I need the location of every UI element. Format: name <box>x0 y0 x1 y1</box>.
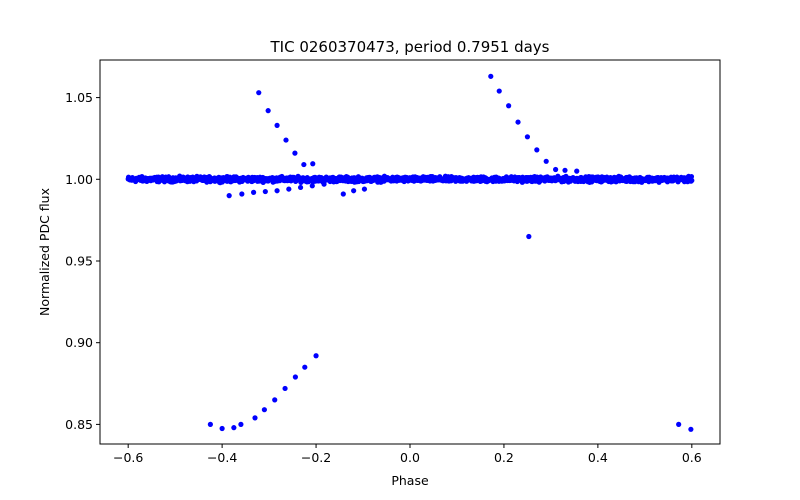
outlier-point <box>301 161 307 168</box>
outlier-point <box>321 181 327 187</box>
outlier-point <box>496 88 502 94</box>
chart-title: TIC 0260370473, period 0.7951 days <box>269 38 549 56</box>
outlier-point <box>488 73 494 79</box>
y-axis-label: Normalized PDC flux <box>37 188 52 316</box>
outlier-point <box>265 108 271 114</box>
y-tick-label: 1.00 <box>65 172 93 187</box>
x-axis-ticks: −0.6 −0.4 −0.2 0.0 0.2 0.4 0.6 <box>113 444 702 465</box>
y-tick-label: 1.05 <box>65 90 93 105</box>
outlier-point <box>219 425 225 432</box>
outlier-point <box>292 150 298 156</box>
x-axis-label: Phase <box>391 473 429 488</box>
outlier-point <box>283 137 289 143</box>
x-tick-label: 0.2 <box>494 450 514 465</box>
outlier-point <box>252 415 258 421</box>
outlier-point <box>688 426 694 432</box>
outlier-point <box>515 119 521 125</box>
outlier-point <box>238 421 244 427</box>
outlier-point <box>282 385 288 392</box>
outlier-point <box>262 188 268 195</box>
outlier-point <box>562 167 568 173</box>
outlier-point <box>543 158 549 164</box>
outlier-point <box>310 161 316 167</box>
outlier-point <box>286 186 292 192</box>
outlier-point <box>274 188 280 194</box>
x-tick-label: 0.6 <box>682 450 702 465</box>
outlier-point <box>272 397 278 403</box>
outlier-point <box>526 233 532 240</box>
baseline-point <box>689 177 695 184</box>
x-tick-label: −0.6 <box>113 450 143 465</box>
y-tick-label: 0.85 <box>65 417 93 432</box>
outlier-point <box>226 193 232 199</box>
outlier-point <box>534 147 540 153</box>
y-axis-ticks: 0.85 0.90 0.95 1.00 1.05 <box>65 90 100 432</box>
outlier-point <box>231 425 237 431</box>
outlier-point <box>340 191 346 197</box>
outlier-point <box>256 90 262 96</box>
x-tick-label: 0.4 <box>588 450 608 465</box>
y-tick-label: 0.95 <box>65 253 93 268</box>
data-points <box>125 73 695 432</box>
outlier-point <box>351 188 357 194</box>
x-tick-label: 0.0 <box>400 450 420 465</box>
outlier-point <box>250 189 257 195</box>
outlier-point <box>207 421 213 427</box>
y-tick-label: 0.90 <box>65 335 93 350</box>
outlier-point <box>553 166 559 173</box>
outlier-point <box>302 364 308 370</box>
outlier-point <box>297 184 304 191</box>
outlier-point <box>313 353 319 359</box>
outlier-point <box>361 186 368 192</box>
outlier-point <box>274 122 280 128</box>
outlier-point <box>574 168 580 174</box>
outlier-point <box>239 191 245 197</box>
outlier-point <box>261 407 267 413</box>
outlier-point <box>676 421 682 427</box>
baseline-point <box>688 173 695 180</box>
outlier-point <box>309 183 315 189</box>
outlier-point <box>524 134 531 140</box>
outlier-point <box>506 103 512 109</box>
x-tick-label: −0.2 <box>301 450 331 465</box>
x-tick-label: −0.4 <box>207 450 237 465</box>
outlier-point <box>292 374 298 380</box>
